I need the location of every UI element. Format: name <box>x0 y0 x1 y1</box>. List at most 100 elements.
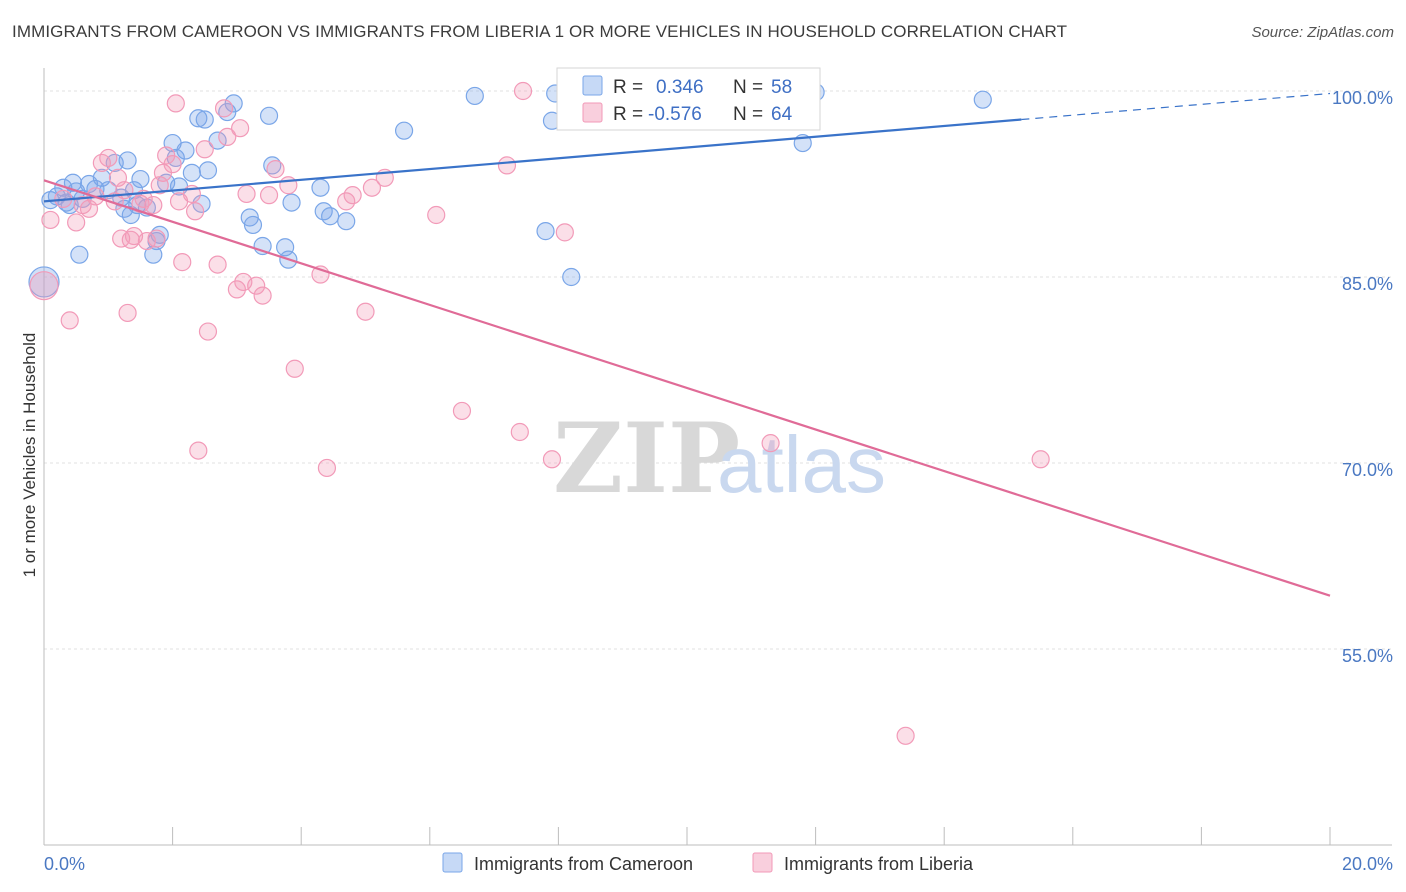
watermark-zip: ZIP <box>553 402 740 515</box>
point-0-29 <box>176 141 195 160</box>
y-axis-label: 1 or more Vehicles in Household <box>20 333 39 578</box>
stats-swatch-liberia <box>582 102 603 123</box>
y-tick-labels: 100.0% 85.0% 70.0% 55.0% <box>1332 88 1393 666</box>
point-1-13 <box>118 303 137 323</box>
point-0-50 <box>394 121 414 140</box>
series-1 <box>41 81 1050 745</box>
legend-swatch-cameroon <box>442 852 463 873</box>
stats-r-label-liberia: R = <box>613 104 643 125</box>
legend-item-liberia[interactable]: Immigrants from Liberia <box>752 852 974 874</box>
point-0-51 <box>465 86 484 106</box>
point-1-51 <box>362 178 382 197</box>
points-layer <box>28 81 1050 745</box>
point-1-19 <box>144 195 163 215</box>
point-1-44 <box>279 176 298 195</box>
y-tick-label-3: 55.0% <box>1342 646 1393 666</box>
point-1-2 <box>60 311 79 330</box>
cluster-point-liberia <box>29 271 59 301</box>
point-0-48 <box>321 207 340 226</box>
point-1-40 <box>247 276 266 295</box>
point-1-57 <box>513 81 533 101</box>
legend-label-liberia: Immigrants from Liberia <box>784 854 974 874</box>
y-tick-label-1: 85.0% <box>1342 274 1393 294</box>
point-1-35 <box>218 127 237 146</box>
point-1-25 <box>166 94 185 113</box>
legend-swatch-liberia <box>752 852 773 873</box>
point-1-32 <box>198 322 218 341</box>
point-1-61 <box>896 726 915 745</box>
point-0-30 <box>182 163 201 182</box>
point-1-20 <box>147 229 166 248</box>
watermark: ZIP atlas <box>553 402 886 515</box>
grid-layer <box>44 90 1392 650</box>
point-0-16 <box>118 151 137 170</box>
stats-n-label-cameroon: N = <box>733 77 763 98</box>
point-1-39 <box>237 184 256 204</box>
stats-r-value-liberia: -0.576 <box>648 104 702 125</box>
series-0 <box>41 83 992 287</box>
point-0-34 <box>198 161 218 180</box>
y-tick-label-0: 100.0% <box>1332 88 1393 108</box>
point-1-42 <box>259 186 279 205</box>
point-1-31 <box>195 140 214 159</box>
point-0-58 <box>973 90 992 109</box>
point-1-33 <box>208 255 227 274</box>
point-1-0 <box>41 210 60 230</box>
point-1-29 <box>186 202 205 221</box>
point-1-43 <box>266 160 285 179</box>
point-0-46 <box>311 178 330 197</box>
point-0-20 <box>131 169 150 189</box>
watermark-atlas: atlas <box>717 420 886 509</box>
point-1-58 <box>542 450 562 469</box>
point-1-45 <box>285 359 304 378</box>
point-1-8 <box>99 148 118 168</box>
point-0-37 <box>224 94 243 113</box>
point-1-27 <box>173 253 192 272</box>
point-1-49 <box>343 186 362 205</box>
point-1-34 <box>214 99 234 118</box>
chart-title: IMMIGRANTS FROM CAMEROON VS IMMIGRANTS F… <box>12 22 1068 41</box>
point-0-41 <box>259 106 279 125</box>
x-tick-label-min: 0.0% <box>44 854 85 874</box>
point-0-55 <box>562 267 581 287</box>
point-0-45 <box>282 193 301 212</box>
point-1-60 <box>761 434 780 453</box>
trend-line-liberia <box>43 179 1331 597</box>
point-1-59 <box>555 223 574 242</box>
point-1-41 <box>253 286 272 305</box>
legend: Immigrants from Cameroon Immigrants from… <box>442 852 974 874</box>
point-1-37 <box>231 119 250 138</box>
legend-label-cameroon: Immigrants from Cameroon <box>474 854 693 874</box>
point-0-33 <box>195 110 214 129</box>
stats-r-value-cameroon: 0.346 <box>656 77 704 98</box>
trend-layer <box>43 92 1331 597</box>
point-1-47 <box>317 458 337 478</box>
point-1-56 <box>510 422 529 442</box>
point-1-62 <box>1031 450 1050 469</box>
point-1-55 <box>497 156 517 175</box>
stats-n-value-liberia: 64 <box>771 104 793 125</box>
point-0-49 <box>337 212 356 231</box>
point-1-3 <box>67 213 86 232</box>
axes-layer <box>43 68 1392 846</box>
point-1-50 <box>356 302 375 321</box>
point-1-17 <box>134 189 153 208</box>
point-0-32 <box>192 194 211 213</box>
x-tick-label-max: 20.0% <box>1342 854 1393 874</box>
stats-swatch-cameroon <box>582 75 603 96</box>
point-1-36 <box>227 280 246 299</box>
point-1-30 <box>189 441 208 460</box>
trend-line-cameroon-extension <box>1021 92 1331 121</box>
point-0-35 <box>208 131 227 150</box>
point-0-39 <box>243 215 263 235</box>
source-credit: Source: ZipAtlas.com <box>1251 24 1394 41</box>
point-1-54 <box>452 401 472 421</box>
y-tick-label-2: 70.0% <box>1342 460 1393 480</box>
legend-item-cameroon[interactable]: Immigrants from Cameroon <box>442 852 693 874</box>
stats-n-label-liberia: N = <box>733 104 763 125</box>
point-1-24 <box>163 155 182 174</box>
trend-line-cameroon <box>43 118 1022 203</box>
stats-box: R = 0.346 N = 58 R = -0.576 N = 64 <box>556 67 821 131</box>
point-0-54 <box>536 222 555 241</box>
